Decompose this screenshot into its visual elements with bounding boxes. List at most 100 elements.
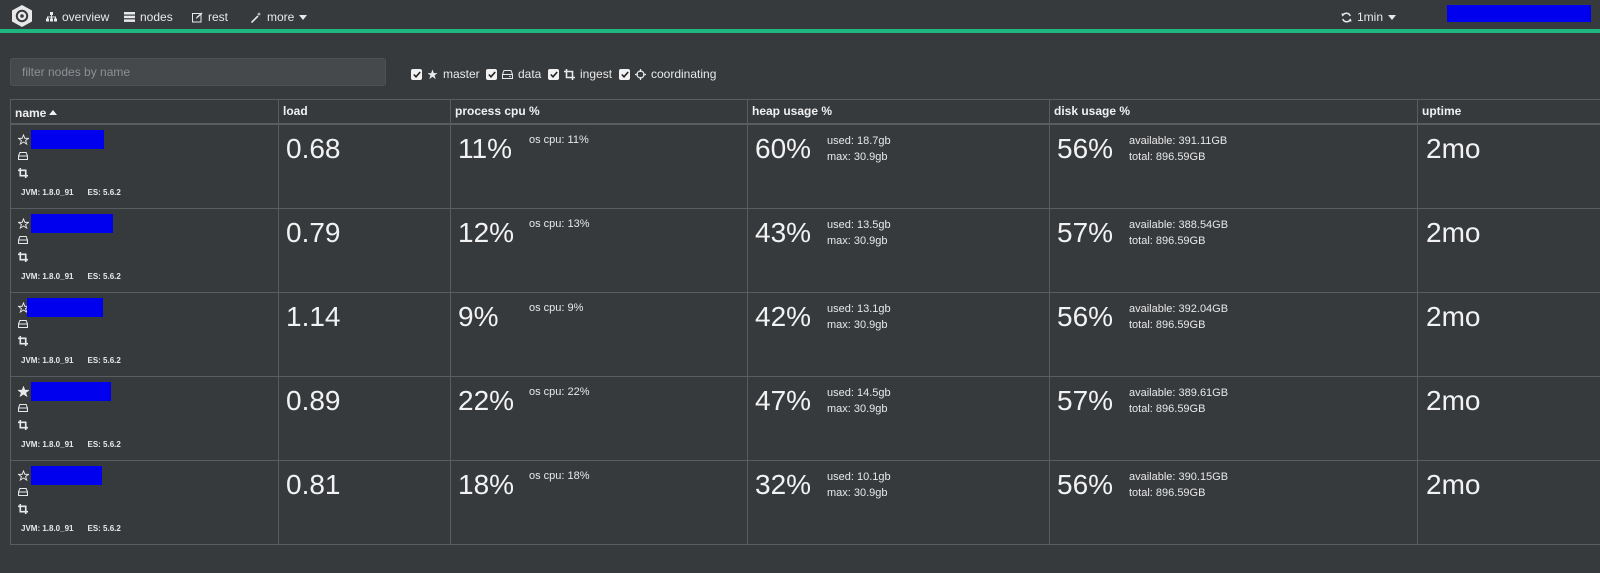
uptime-value: 2mo [1426,385,1481,416]
es-version: ES: 5.6.2 [87,356,121,365]
role-filter-ingest[interactable]: ingest [548,67,612,81]
cell-heap: 43% used: 13.5gb max: 30.9gb [747,209,1049,293]
header-heap[interactable]: heap usage % [747,100,1049,125]
heap-used-value: used: 14.5gb [827,387,891,399]
os-cpu-value: os cpu: 11% [529,134,589,146]
disk-available-value: available: 391.11GB [1129,135,1228,147]
cell-node-name: JVM: 1.8.0_91 ES: 5.6.2 [10,125,278,209]
star-icon [427,68,438,79]
cell-uptime: 2mo [1417,377,1600,461]
header-load[interactable]: load [278,100,450,125]
refresh-interval-dropdown[interactable]: 1min [1341,9,1397,25]
uptime-value: 2mo [1426,133,1481,164]
heap-max-value: max: 30.9gb [827,487,888,499]
disk-usage-value: 56% [1057,469,1114,500]
checkbox-master[interactable] [411,68,422,80]
cell-load: 0.79 [278,209,450,293]
filter-nodes-input[interactable] [10,58,386,86]
disk-usage-value: 57% [1057,385,1114,416]
cell-cpu: 18% os cpu: 18% [450,461,747,545]
table-header: name load process cpu % heap usage % dis… [10,100,1600,125]
heap-usage-value: 32% [755,469,812,500]
role-data-label: data [518,67,542,81]
header-uptime[interactable]: uptime [1417,100,1600,125]
role-filter-data[interactable]: data [486,67,541,81]
sitemap-icon [46,12,57,22]
cell-disk: 56% available: 390.15GB total: 896.59GB [1049,461,1417,545]
disk-available-value: available: 389.61GB [1129,387,1229,399]
cell-uptime: 2mo [1417,209,1600,293]
role-filter-master[interactable]: master [411,67,480,81]
jvm-version: JVM: 1.8.0_91 [21,524,74,533]
nav-nodes[interactable]: nodes [124,9,173,25]
star-icon [18,217,29,229]
os-cpu-value: os cpu: 22% [529,386,590,398]
load-value: 1.14 [286,301,341,332]
check-icon [412,70,421,78]
header-name[interactable]: name [10,100,278,125]
heap-max-value: max: 30.9gb [827,319,888,331]
sort-asc-icon [49,110,58,115]
es-version: ES: 5.6.2 [87,188,121,197]
hdd-icon [18,319,28,328]
table-row: JVM: 1.8.0_91 ES: 5.6.2 1.14 9% os cpu: … [10,293,1600,377]
crosshairs-icon [635,68,646,80]
cell-heap: 60% used: 18.7gb max: 30.9gb [747,125,1049,209]
cell-disk: 57% available: 388.54GB total: 896.59GB [1049,209,1417,293]
header-disk[interactable]: disk usage % [1049,100,1417,125]
magic-wand-icon [251,11,262,23]
server-icon [124,12,135,22]
cerebro-logo-icon[interactable] [10,4,34,28]
table-row: JVM: 1.8.0_91 ES: 5.6.2 0.68 11% os cpu:… [10,125,1600,209]
hdd-icon [18,403,28,412]
heap-usage-value: 60% [755,133,812,164]
disk-total-value: total: 896.59GB [1129,151,1206,163]
nav-more-label: more [267,10,295,24]
role-ingest-label: ingest [580,67,613,81]
table-body: JVM: 1.8.0_91 ES: 5.6.2 0.68 11% os cpu:… [10,125,1600,545]
role-master-label: master [443,67,480,81]
nav-nodes-label: nodes [140,10,173,24]
es-version: ES: 5.6.2 [87,440,121,449]
hdd-icon [18,151,28,160]
load-value: 0.89 [286,385,341,416]
cell-disk: 57% available: 389.61GB total: 896.59GB [1049,377,1417,461]
process-cpu-value: 9% [458,301,499,332]
hdd-icon [18,235,28,244]
header-cpu[interactable]: process cpu % [450,100,747,125]
cluster-name-redacted[interactable] [1447,5,1591,22]
os-cpu-value: os cpu: 13% [529,218,590,230]
cell-load: 1.14 [278,293,450,377]
nav-rest[interactable]: rest [192,9,228,25]
checkbox-ingest[interactable] [548,68,559,80]
disk-usage-value: 57% [1057,217,1114,248]
crop-icon [18,419,28,430]
table-row: JVM: 1.8.0_91 ES: 5.6.2 0.89 22% os cpu:… [10,377,1600,461]
node-name-redacted[interactable] [27,297,103,317]
cell-node-name: JVM: 1.8.0_91 ES: 5.6.2 [10,209,278,293]
cell-load: 0.89 [278,377,450,461]
crop-icon [18,167,28,178]
checkbox-coordinating[interactable] [619,68,630,80]
node-name-redacted[interactable] [31,381,111,401]
role-filter-coordinating[interactable]: coordinating [619,67,716,81]
caret-down-icon [1388,14,1397,20]
node-name-redacted[interactable] [31,465,102,485]
nav-more-dropdown[interactable]: more [251,9,308,25]
heap-used-value: used: 13.5gb [827,219,891,231]
hdd-icon [18,487,28,496]
node-name-redacted[interactable] [31,129,104,149]
caret-down-icon [299,14,308,20]
jvm-version: JVM: 1.8.0_91 [21,188,74,197]
os-cpu-value: os cpu: 18% [529,470,590,482]
nav-overview[interactable]: overview [46,9,109,25]
node-name-redacted[interactable] [31,213,113,233]
es-version: ES: 5.6.2 [87,272,121,281]
heap-max-value: max: 30.9gb [827,235,888,247]
disk-total-value: total: 896.59GB [1129,319,1206,331]
role-coordinating-label: coordinating [651,67,717,81]
checkbox-data[interactable] [486,68,497,80]
crop-icon [18,335,28,346]
cell-uptime: 2mo [1417,461,1600,545]
heap-used-value: used: 10.1gb [827,471,891,483]
